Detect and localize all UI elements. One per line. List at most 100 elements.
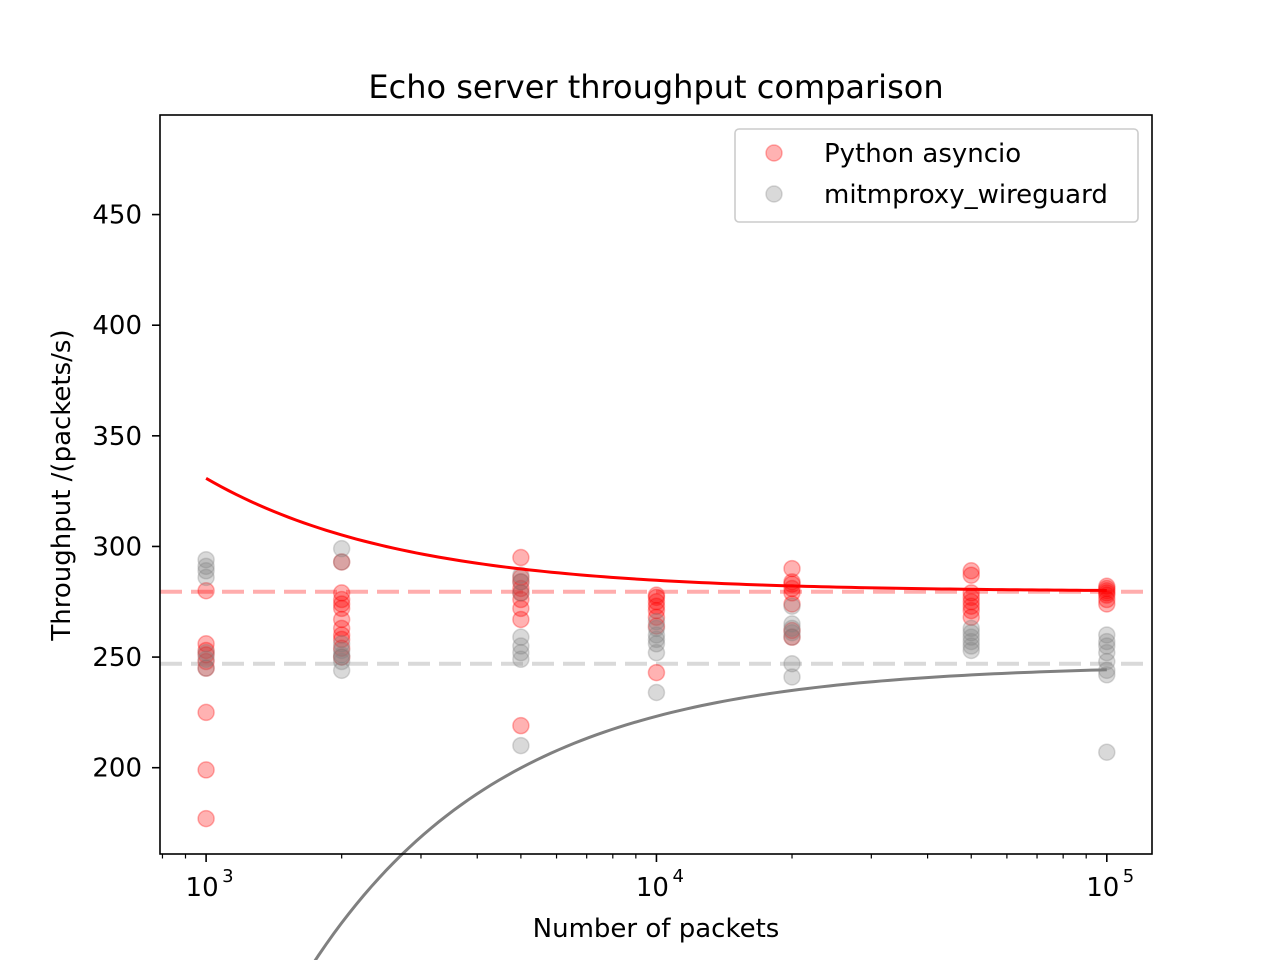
chart-title: Echo server throughput comparison <box>368 68 943 106</box>
plot-area <box>160 476 1152 960</box>
data-point-1-1 <box>197 650 215 669</box>
data-point-0-50 <box>962 584 980 602</box>
data-point-1-4 <box>197 562 215 580</box>
data-point-1-7 <box>332 661 351 680</box>
data-point-0-11 <box>332 630 351 649</box>
data-point-0-5 <box>197 646 215 664</box>
data-point-0-48 <box>962 593 980 611</box>
x-tick-label-base-0: 10 <box>186 873 219 903</box>
data-point-1-39 <box>962 632 980 651</box>
data-point-0-21 <box>512 610 530 629</box>
data-point-0-47 <box>962 597 980 615</box>
data-point-1-21 <box>512 573 530 591</box>
data-point-1-33 <box>783 623 801 642</box>
data-point-1-35 <box>783 615 801 633</box>
data-point-0-25 <box>512 579 530 598</box>
fit-curve-0 <box>205 476 1107 592</box>
data-point-1-22 <box>512 566 530 584</box>
data-point-1-9 <box>332 648 351 666</box>
data-point-0-0 <box>197 809 215 828</box>
data-point-1-3 <box>197 568 215 587</box>
data-point-1-12 <box>332 635 351 653</box>
data-point-0-56 <box>1098 584 1116 602</box>
data-point-1-41 <box>962 623 980 642</box>
data-point-1-23 <box>647 683 666 702</box>
data-point-0-7 <box>197 635 215 653</box>
data-point-1-40 <box>962 628 980 646</box>
data-point-0-19 <box>332 553 351 571</box>
data-point-0-52 <box>962 562 980 580</box>
data-point-0-1 <box>197 761 215 779</box>
data-point-1-5 <box>197 557 215 576</box>
data-point-1-43 <box>1098 743 1116 761</box>
y-tick-label-0: 200 <box>92 754 142 784</box>
data-point-0-10 <box>332 639 351 657</box>
y-axis-label: Throughput /(packets/s) <box>47 329 77 641</box>
data-point-1-34 <box>783 619 801 638</box>
data-point-1-2 <box>197 643 215 662</box>
data-point-0-17 <box>332 590 351 609</box>
data-point-0-20 <box>512 716 530 735</box>
data-point-1-14 <box>332 539 351 558</box>
x-axis-label: Number of packets <box>533 914 780 944</box>
data-point-0-53 <box>1098 595 1116 613</box>
data-point-0-36 <box>647 586 666 604</box>
data-point-0-34 <box>647 593 666 611</box>
data-point-0-9 <box>332 648 351 666</box>
data-point-1-11 <box>332 641 351 660</box>
data-point-1-10 <box>332 646 351 664</box>
data-point-1-49 <box>1098 632 1116 651</box>
legend-marker-0 <box>765 144 783 162</box>
data-point-1-50 <box>1098 626 1116 644</box>
data-point-0-18 <box>332 584 351 602</box>
data-point-0-4 <box>197 652 215 671</box>
data-point-0-28 <box>512 548 530 567</box>
data-point-1-46 <box>1098 652 1116 671</box>
data-point-1-32 <box>783 628 801 646</box>
data-point-0-46 <box>962 601 980 620</box>
data-point-0-31 <box>647 608 666 627</box>
data-point-0-16 <box>332 595 351 613</box>
data-point-1-37 <box>962 641 980 660</box>
data-point-0-39 <box>783 595 801 613</box>
data-point-1-27 <box>647 626 666 644</box>
data-point-1-17 <box>512 643 530 662</box>
data-point-1-18 <box>512 637 530 655</box>
fit-curve-1 <box>313 668 1107 960</box>
y-tick-label-4: 400 <box>92 311 142 341</box>
y-tick-label-3: 350 <box>92 422 142 452</box>
data-point-0-37 <box>783 628 801 646</box>
data-point-1-29 <box>647 612 666 631</box>
data-point-0-3 <box>197 659 215 677</box>
data-point-1-24 <box>647 643 666 662</box>
data-point-0-2 <box>197 703 215 722</box>
data-point-1-8 <box>332 652 351 671</box>
data-point-1-20 <box>512 584 530 602</box>
data-point-1-28 <box>647 619 666 638</box>
x-tick-label-exp-2: 5 <box>1123 866 1134 887</box>
legend-box <box>734 128 1139 223</box>
data-point-1-36 <box>783 597 801 615</box>
data-point-0-45 <box>962 608 980 627</box>
data-point-0-15 <box>332 599 351 618</box>
data-point-0-12 <box>332 626 351 644</box>
data-point-1-38 <box>962 637 980 655</box>
data-point-0-30 <box>647 617 666 635</box>
data-point-1-42 <box>962 619 980 638</box>
data-point-1-30 <box>783 668 801 686</box>
data-point-0-29 <box>647 663 666 682</box>
y-tick-label-2: 300 <box>92 532 142 562</box>
data-point-0-26 <box>512 573 530 591</box>
data-point-0-35 <box>647 588 666 607</box>
data-point-1-6 <box>197 550 215 569</box>
data-point-1-31 <box>783 654 801 673</box>
data-point-0-22 <box>512 599 530 618</box>
x-tick-label-base-1: 10 <box>636 873 669 903</box>
data-point-1-13 <box>332 553 351 571</box>
data-point-1-26 <box>647 630 666 649</box>
legend-label-1: mitmproxy_wireguard <box>824 180 1108 210</box>
data-point-1-25 <box>647 635 666 653</box>
data-point-0-42 <box>783 575 801 593</box>
